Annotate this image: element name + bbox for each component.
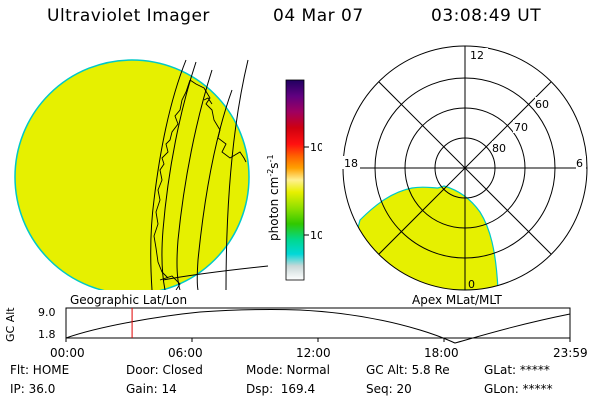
uv-image-disk: [14, 59, 250, 290]
color-scale-bar: 100 10 photon cm-2s-1: [266, 79, 322, 281]
svg-text:photon cm-2s-1: photon cm-2s-1: [266, 154, 281, 241]
time-tick-1200: 12:00: [296, 346, 331, 360]
date-label: 04 Mar 07: [273, 6, 364, 26]
altitude-plot: GC Alt 9.0 1.8 00:00 06:00 12:00 18:00 2…: [4, 306, 588, 360]
mlt-label-6: 6: [576, 157, 583, 170]
time-label: 03:08:49 UT: [431, 6, 542, 26]
altitude-ytick-high: 9.0: [38, 306, 56, 319]
colorbar-tick-100: 100: [310, 141, 322, 154]
altitude-curve: [65, 309, 571, 344]
time-tick-0000: 00:00: [50, 346, 85, 360]
coastline: [153, 79, 247, 290]
time-tick-0600: 06:00: [168, 346, 203, 360]
instrument-title: Ultraviolet Imager: [47, 6, 210, 26]
polar-diagonal-2: [378, 81, 552, 255]
polar-mlat-mlt-plot: 12 18 6 0 60 70 80: [342, 45, 588, 291]
status-glon: GLon: *****: [484, 382, 553, 396]
status-dsp: Dsp: 169.4: [246, 382, 316, 396]
colorbar-tick-10: 10: [310, 229, 322, 242]
mlat-label-60: 60: [535, 98, 549, 111]
altitude-plot-frame: [65, 307, 571, 339]
status-ip: IP: 36.0: [10, 382, 56, 396]
status-glat: GLat: *****: [484, 363, 550, 377]
mlt-label-0: 0: [468, 278, 475, 291]
colorbar-unit-label: photon cm-2s-1: [266, 154, 281, 241]
geographic-grid-lines: [150, 59, 269, 290]
status-seq: Seq: 20: [366, 382, 412, 396]
time-tick-2359: 23:59: [553, 346, 588, 360]
mlat-label-70: 70: [514, 121, 528, 134]
geographic-image-panel: [14, 59, 269, 290]
altitude-ytick-low: 1.8: [38, 328, 56, 341]
mlat-label-80: 80: [492, 142, 506, 155]
time-tick-1800: 18:00: [424, 346, 459, 360]
status-door: Door: Closed: [126, 363, 203, 377]
mlt-label-18: 18: [344, 157, 358, 170]
status-flt: Flt: HOME: [10, 363, 70, 377]
apex-caption: Apex MLat/MLT: [412, 293, 502, 307]
geographic-caption: Geographic Lat/Lon: [70, 293, 188, 307]
altitude-axis-label: GC Alt: [4, 307, 17, 342]
status-mode: Mode: Normal: [246, 363, 330, 377]
status-gc-alt: GC Alt: 5.8 Re: [366, 363, 450, 377]
color-gradient: [285, 79, 305, 281]
status-gain: Gain: 14: [126, 382, 177, 396]
mlt-label-12: 12: [470, 49, 484, 62]
